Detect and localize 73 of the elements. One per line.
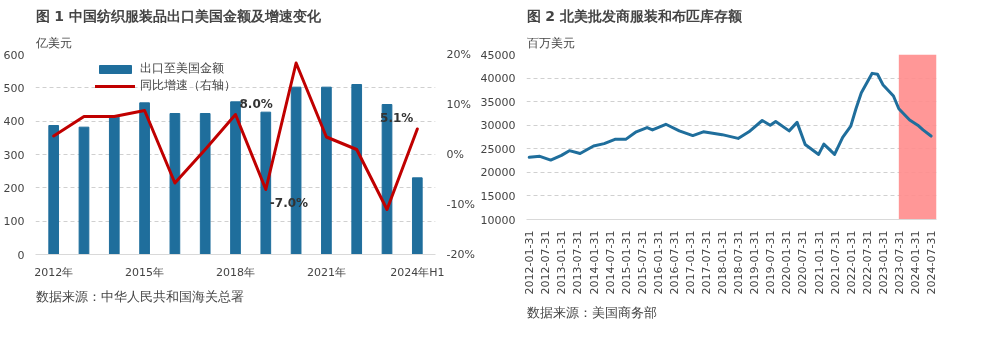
y-axis-title: 百万美元 <box>526 35 575 50</box>
x-tick-label: 2022-01-31 <box>844 230 858 295</box>
x-tick-label: 2014-01-31 <box>587 230 601 295</box>
x-tick-label: 2012-07-31 <box>539 230 553 295</box>
data-label: 8.0% <box>239 96 273 111</box>
y-tick-label: 25000 <box>480 142 516 156</box>
source-note: 数据来源：美国商务部 <box>526 304 657 320</box>
y-tick-label: 600 <box>3 48 25 62</box>
legend-label: 同比增速（右轴） <box>140 77 236 94</box>
x-tick-label: 2013-01-31 <box>555 230 569 295</box>
x-tick-label: 2013-07-31 <box>571 230 585 295</box>
y-tick-label: 400 <box>3 115 25 129</box>
x-tick-label: 2016-07-31 <box>667 230 681 295</box>
x-tick-label: 2021-07-31 <box>828 230 842 295</box>
y-tick-label: 15000 <box>480 189 516 203</box>
x-tick-label: 2018-01-31 <box>716 230 730 295</box>
x-tick-label: 2016-01-31 <box>651 230 665 295</box>
line-series <box>52 61 419 211</box>
y-tick-label: 0 <box>17 248 25 262</box>
legend-label: 出口至美国金额 <box>140 60 224 77</box>
bar <box>48 125 60 255</box>
x-tick-label: 2023-01-31 <box>876 230 890 295</box>
chart-title: 图 2 北美批发商服装和布匹库存额 <box>526 7 743 24</box>
bar <box>260 111 272 255</box>
chart-title: 图 1 中国纺织服装品出口美国金额及增速变化 <box>35 7 322 24</box>
source-note: 数据来源：中华人民共和国海关总署 <box>35 288 244 304</box>
y-tick-label: 300 <box>3 148 25 162</box>
y2-tick-label: 0% <box>446 148 464 161</box>
y-tick-label: 30000 <box>480 119 516 133</box>
x-tick-label: 2024-01-31 <box>909 230 923 295</box>
line-series <box>527 71 933 162</box>
bar <box>169 113 181 255</box>
x-tick-label: 2015年 <box>125 265 165 279</box>
x-tick-label: 2019-01-31 <box>748 230 762 295</box>
bar <box>139 102 150 255</box>
y-tick-label: 40000 <box>480 72 516 86</box>
y-tick-label: 100 <box>3 215 25 229</box>
x-tick-label: 2020-07-31 <box>796 230 810 295</box>
y-tick-label: 45000 <box>480 48 516 62</box>
y-tick-label: 35000 <box>480 95 516 109</box>
x-tick-label: 2021-01-31 <box>812 230 826 295</box>
bar <box>230 101 241 255</box>
bar <box>108 116 120 255</box>
y2-tick-label: 20% <box>446 48 471 61</box>
y-tick-label: 10000 <box>480 213 516 227</box>
x-tick-label: 2012-01-31 <box>523 230 537 295</box>
bar <box>199 113 211 255</box>
bar <box>411 177 423 255</box>
x-tick-label: 2014-07-31 <box>603 230 617 295</box>
x-tick-label: 2022-07-31 <box>860 230 874 295</box>
y2-tick-label: -10% <box>446 198 475 211</box>
y-tick-label: 20000 <box>480 166 516 180</box>
bar <box>78 126 90 255</box>
y-tick-label: 500 <box>3 81 25 95</box>
x-tick-label: 2024年H1 <box>390 265 445 279</box>
x-tick-label: 2018年 <box>216 265 255 279</box>
y2-tick-label: 10% <box>446 98 471 111</box>
bar <box>351 84 363 255</box>
x-tick-label: 2017-07-31 <box>699 230 713 295</box>
x-tick-label: 2021年 <box>306 265 346 279</box>
x-tick-label: 2015-01-31 <box>619 230 633 295</box>
y-axis-title: 亿美元 <box>34 35 72 50</box>
x-tick-label: 2017-01-31 <box>684 230 698 295</box>
x-tick-label: 2019-07-31 <box>764 230 778 295</box>
x-tick-label: 2015-07-31 <box>635 230 649 295</box>
x-tick-label: 2012年 <box>34 265 74 279</box>
bar <box>321 86 332 255</box>
x-tick-label: 2024-07-31 <box>925 230 939 295</box>
x-tick-label: 2018-07-31 <box>732 230 746 295</box>
y2-tick-label: -20% <box>446 248 475 261</box>
x-tick-label: 2020-01-31 <box>780 230 794 295</box>
x-tick-label: 2023-07-31 <box>892 230 906 295</box>
y-tick-label: 200 <box>3 181 25 195</box>
